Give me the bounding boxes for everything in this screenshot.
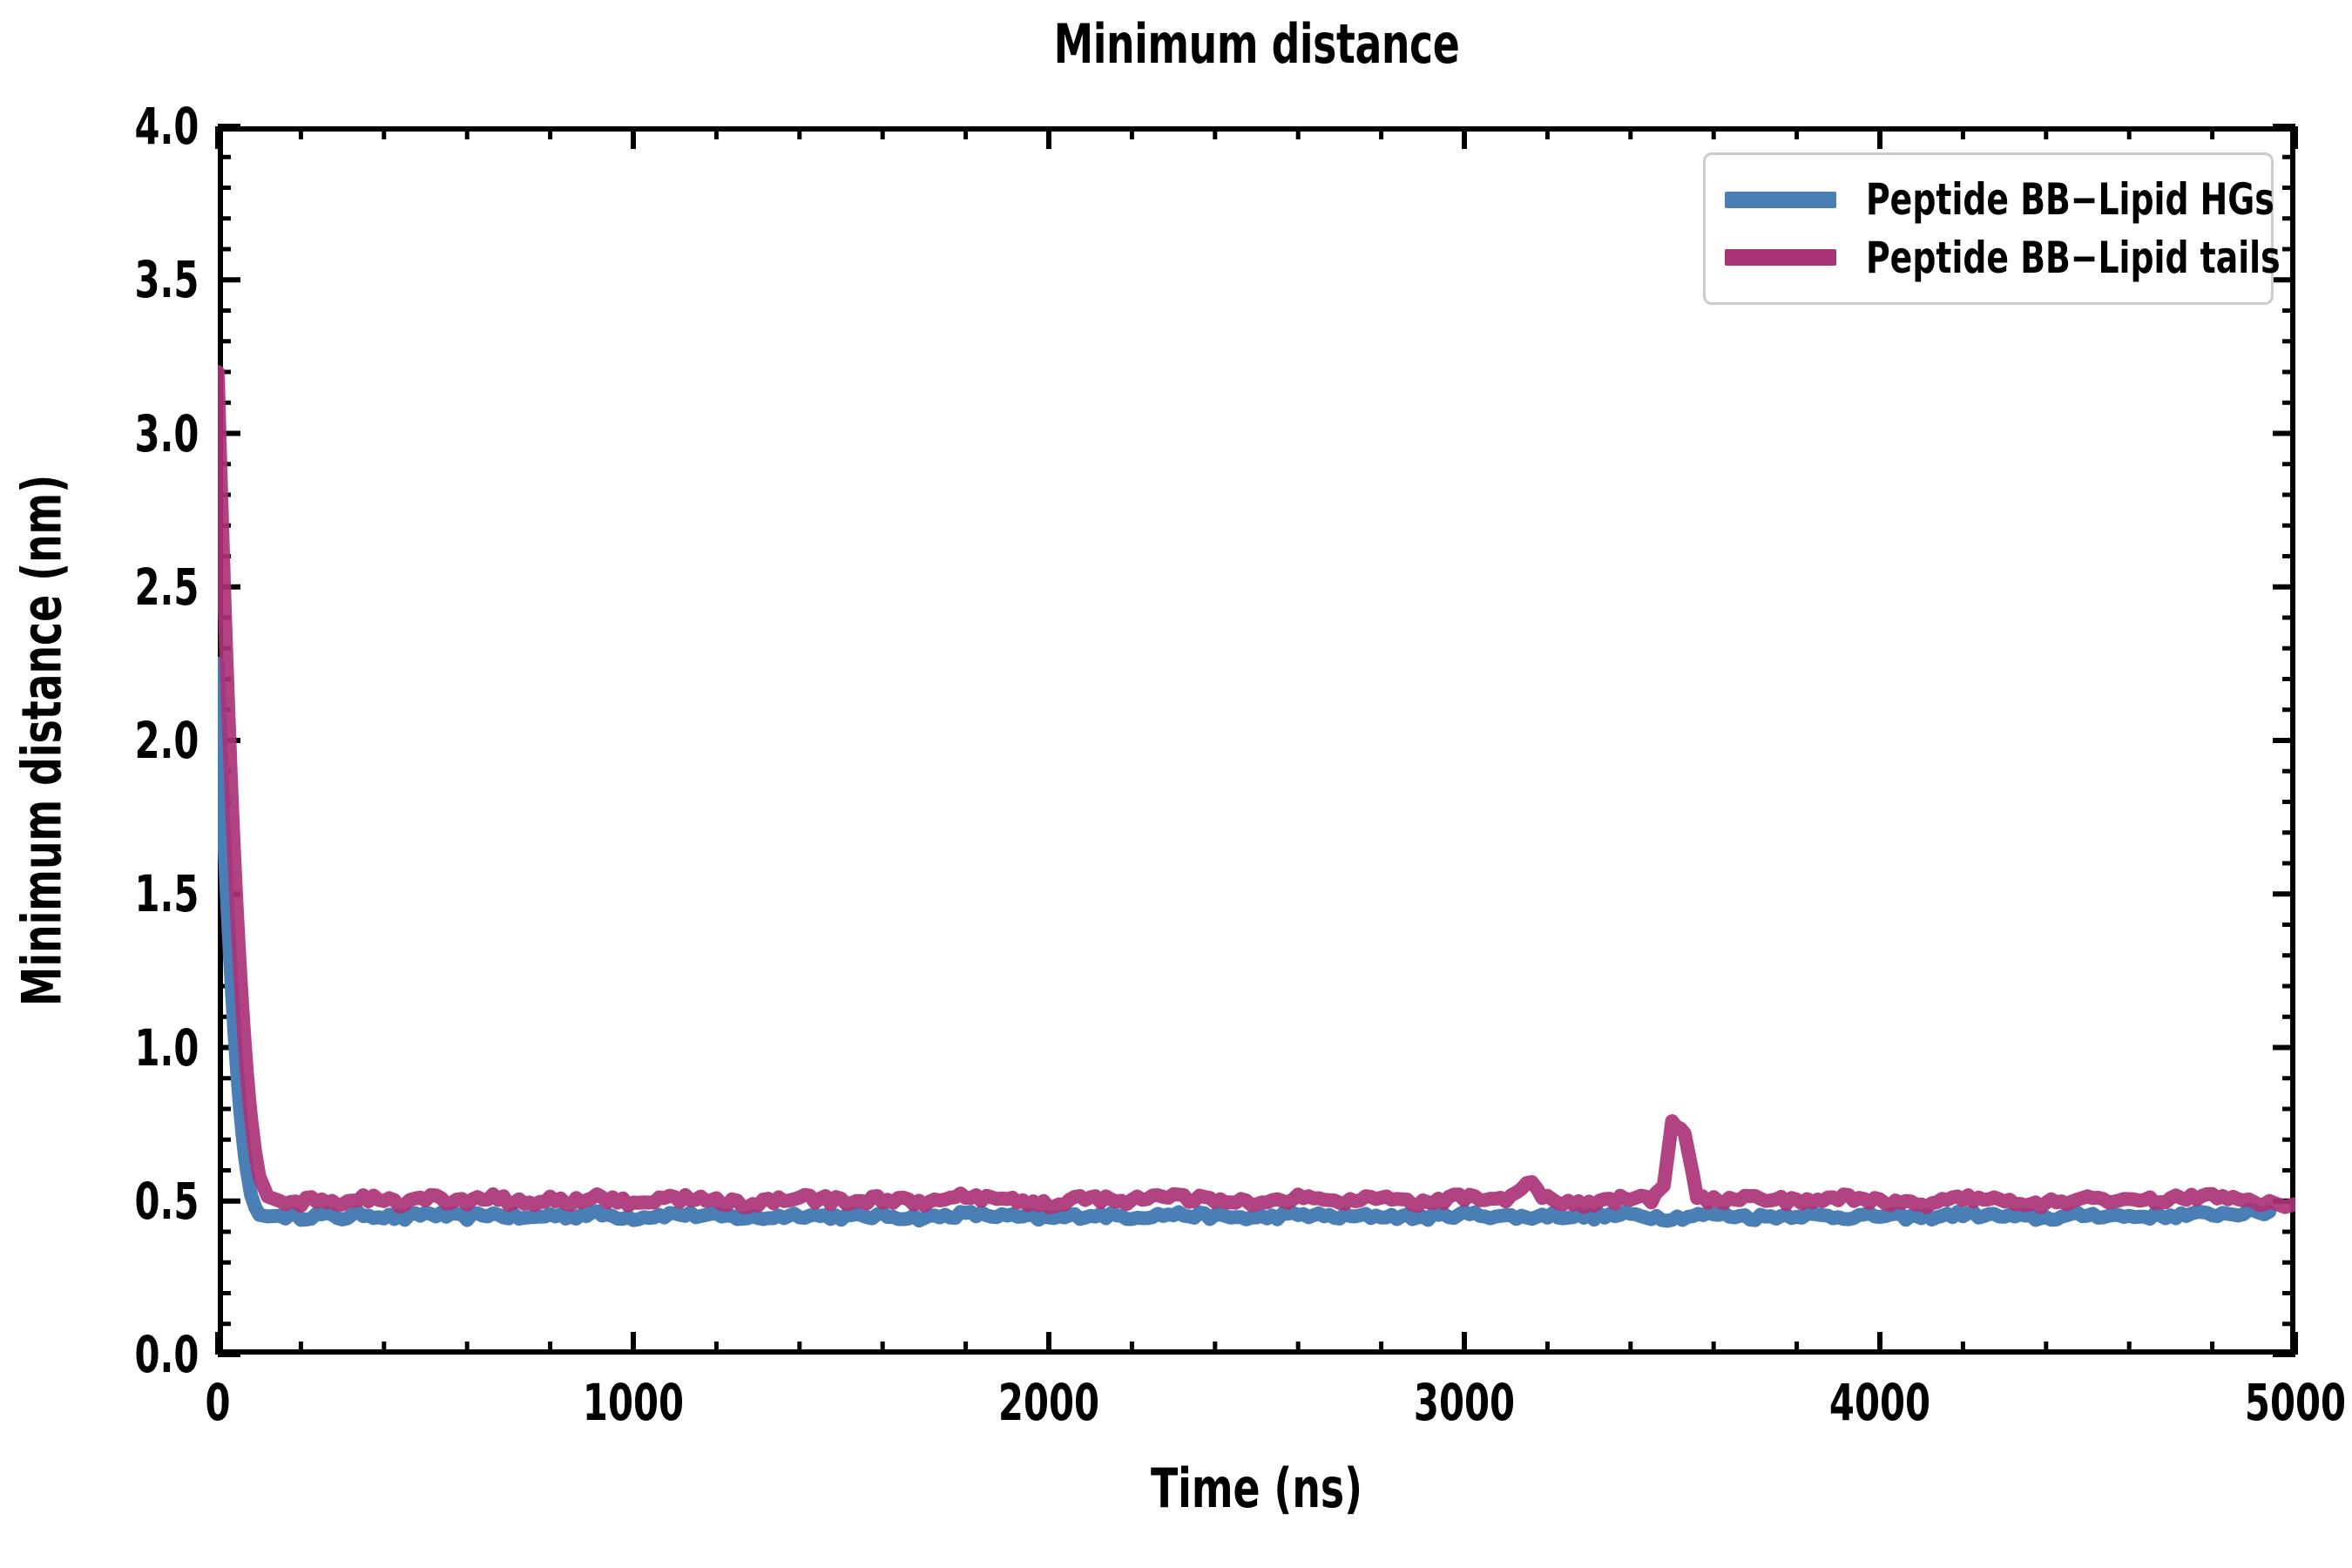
y-tick-label: 2.5 bbox=[134, 557, 199, 617]
y-tick-label: 3.5 bbox=[134, 250, 199, 310]
y-tick-label: 0.5 bbox=[134, 1171, 199, 1231]
y-tick-label: 2.0 bbox=[134, 711, 199, 770]
y-axis-label-container: Minimum distance (nm) bbox=[0, 126, 84, 1355]
legend-swatch-tails bbox=[1725, 249, 1836, 267]
series-line bbox=[218, 656, 2277, 1228]
x-tick-label: 0 bbox=[205, 1373, 231, 1432]
legend-label-tails: Peptide BB−Lipid tails bbox=[1866, 232, 2281, 283]
legend-swatch-hgs bbox=[1725, 191, 1836, 208]
chart-title: Minimum distance bbox=[1053, 12, 1460, 76]
x-tick-label: 2000 bbox=[997, 1373, 1100, 1432]
chart-legend: Peptide BB−Lipid HGs Peptide BB−Lipid ta… bbox=[1703, 152, 2281, 305]
x-tick-label: 4000 bbox=[1828, 1373, 1931, 1432]
x-tick-label: 3000 bbox=[1413, 1373, 1516, 1432]
x-tick-label: 5000 bbox=[2244, 1373, 2347, 1432]
legend-item-tails: Peptide BB−Lipid tails bbox=[1725, 231, 2281, 285]
y-tick-label: 3.0 bbox=[134, 403, 199, 463]
y-axis-label: Minimum distance (nm) bbox=[10, 474, 74, 1007]
x-tick-label: 1000 bbox=[582, 1373, 685, 1432]
plot-area bbox=[218, 126, 2295, 1355]
legend-item-hgs: Peptide BB−Lipid HGs bbox=[1725, 172, 2274, 226]
y-tick-label: 4.0 bbox=[134, 97, 199, 156]
y-tick-label: 0.0 bbox=[134, 1325, 199, 1384]
x-axis-label: Time (ns) bbox=[1150, 1456, 1363, 1520]
y-tick-label: 1.5 bbox=[134, 864, 199, 924]
data-series-layer bbox=[218, 365, 2295, 1228]
series-line bbox=[218, 365, 2295, 1214]
legend-label-hgs: Peptide BB−Lipid HGs bbox=[1866, 174, 2274, 226]
y-tick-label: 1.0 bbox=[134, 1017, 199, 1078]
